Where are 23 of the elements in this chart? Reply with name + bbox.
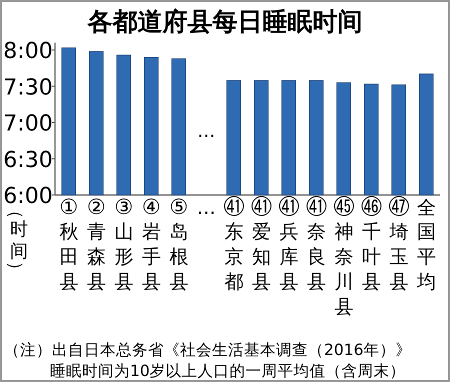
x-tick-label: ㊻千叶县 bbox=[360, 195, 382, 293]
chart-title: 各都道府县每日睡眠时间 bbox=[86, 7, 362, 36]
x-tick-label: ⑤岛根县 bbox=[169, 195, 188, 293]
y-tick-label: 7:00 bbox=[3, 112, 53, 136]
x-tick-label: 全国平均 bbox=[416, 197, 436, 293]
y-tick-label: 6:30 bbox=[3, 148, 53, 173]
annotation: … bbox=[197, 121, 216, 142]
y-tick-label: 6:00 bbox=[3, 184, 53, 209]
x-tick-label: ①秋田县 bbox=[59, 195, 78, 293]
y-tick-label: 8:00 bbox=[3, 39, 53, 64]
x-tick-label: ㊶东京都 bbox=[223, 195, 244, 293]
x-tick-label: ②青森县 bbox=[86, 195, 106, 293]
x-tick-label: ㊼埼玉县 bbox=[388, 195, 410, 293]
x-tick-label: ④岩手县 bbox=[142, 195, 161, 293]
x-tick-label: ㊺神奈川县 bbox=[333, 195, 354, 318]
x-tick-label: ㊶爱知县 bbox=[250, 195, 272, 293]
text: （注）出自日本总务省《社会生活基本调查（2016年）》 bbox=[4, 341, 412, 359]
y-tick-label: 7:30 bbox=[3, 75, 53, 100]
x-tick-label: ③山形县 bbox=[114, 195, 134, 293]
x-tick-label: ㊶奈良县 bbox=[306, 195, 327, 293]
text: 睡眠时间为10岁以上人口的一周平均值（含周末） bbox=[50, 362, 406, 380]
x-tick-label: … bbox=[196, 197, 216, 219]
x-tick-label: ㊶兵库县 bbox=[278, 195, 300, 293]
